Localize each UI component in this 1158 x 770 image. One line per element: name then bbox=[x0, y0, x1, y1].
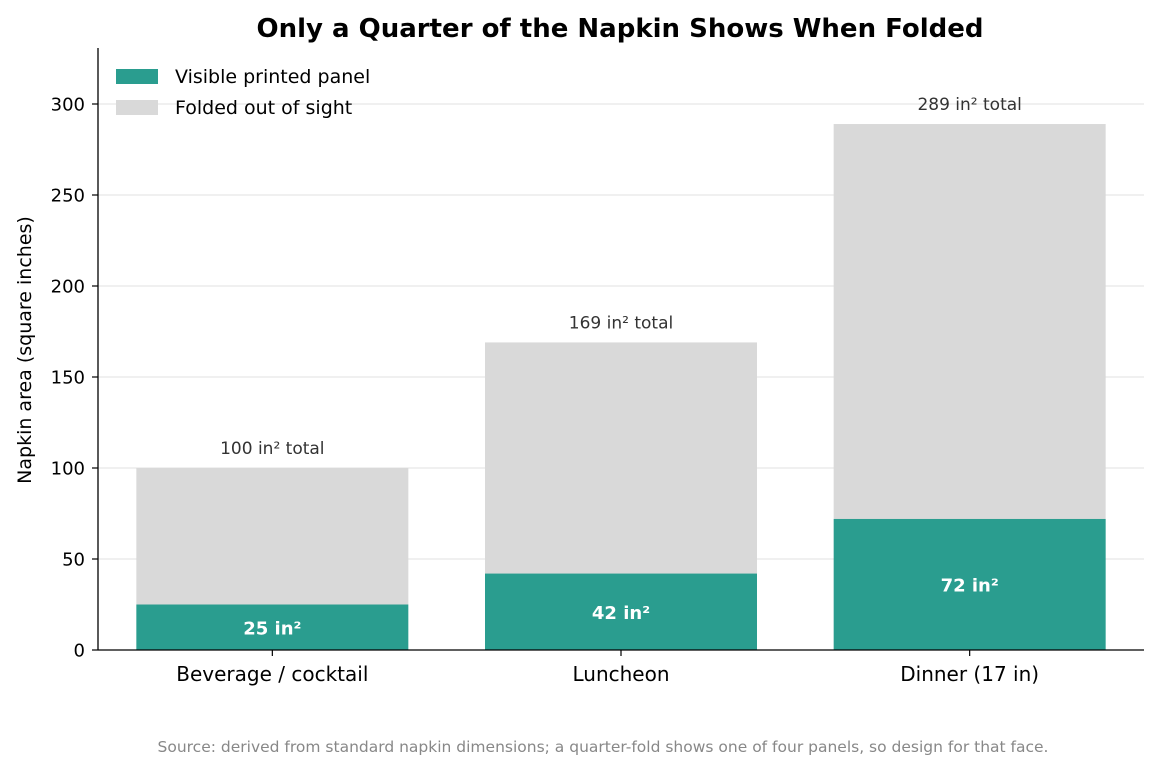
y-tick-label: 250 bbox=[51, 186, 85, 207]
y-tick-label: 200 bbox=[51, 277, 85, 298]
bar-folded bbox=[136, 468, 409, 605]
legend-swatch-folded bbox=[116, 100, 158, 115]
visible-area-label: 42 in² bbox=[592, 603, 650, 624]
legend-label-visible: Visible printed panel bbox=[175, 66, 370, 88]
x-category-label: Dinner (17 in) bbox=[900, 662, 1039, 686]
visible-area-label: 72 in² bbox=[941, 575, 999, 596]
x-category-label: Beverage / cocktail bbox=[176, 662, 368, 686]
total-area-label: 100 in² total bbox=[220, 439, 324, 459]
y-axis-title: Napkin area (square inches) bbox=[14, 216, 36, 484]
bar-folded bbox=[485, 342, 757, 574]
y-tick-label: 100 bbox=[51, 459, 85, 480]
data-labels: 25 in² 100 in² total 42 in² 169 in² total 72… bbox=[220, 95, 1022, 639]
visible-area-label: 25 in² bbox=[243, 618, 301, 639]
source-note: Source: derived from standard napkin dim… bbox=[158, 738, 1049, 756]
legend-swatch-visible bbox=[116, 69, 158, 84]
bar-visible bbox=[833, 518, 1106, 650]
total-area-label: 289 in² total bbox=[917, 95, 1021, 115]
legend: Visible printed panel Folded out of sigh… bbox=[116, 66, 370, 119]
y-tick-label: 50 bbox=[62, 550, 85, 571]
chart-title: Only a Quarter of the Napkin Shows When … bbox=[257, 14, 984, 44]
y-ticks: 0 50 100 150 200 250 300 bbox=[51, 95, 98, 662]
bar-visible bbox=[136, 604, 409, 650]
y-tick-label: 150 bbox=[51, 368, 85, 389]
total-area-label: 169 in² total bbox=[569, 313, 673, 333]
x-ticks: Beverage / cocktail Luncheon Dinner (17 in… bbox=[176, 650, 1039, 686]
bar-folded bbox=[833, 124, 1106, 519]
legend-label-folded: Folded out of sight bbox=[175, 97, 352, 119]
bar-visible bbox=[485, 573, 757, 650]
x-category-label: Luncheon bbox=[572, 662, 669, 686]
y-tick-label: 0 bbox=[74, 641, 85, 662]
y-tick-label: 300 bbox=[51, 95, 85, 116]
bars bbox=[136, 124, 1106, 650]
